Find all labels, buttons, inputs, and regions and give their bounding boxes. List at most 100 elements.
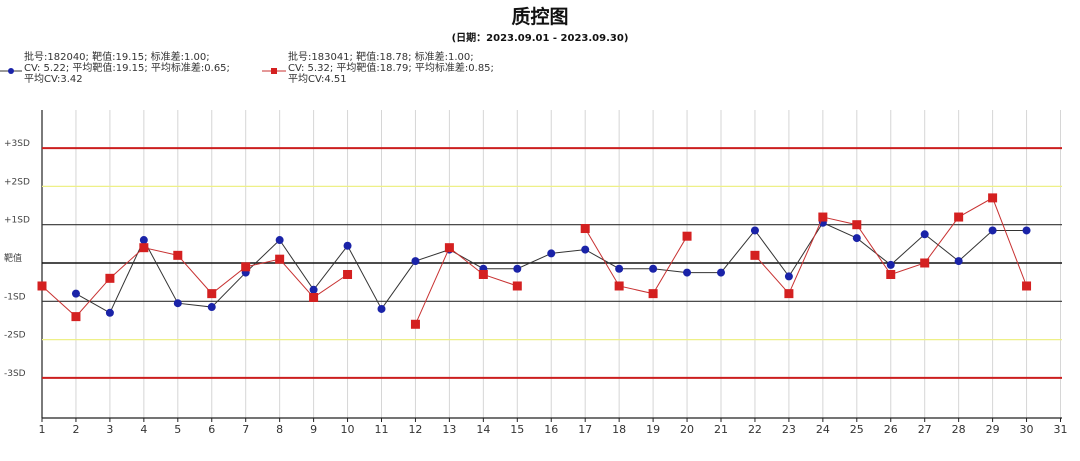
series-b-point — [784, 289, 794, 299]
series-b-point — [614, 281, 624, 291]
x-tick-label: 8 — [276, 423, 283, 436]
series-a-point — [275, 236, 284, 245]
series-b-point — [954, 212, 964, 222]
legend-series-a-line-2: CV: 5.22; 平均靶值:19.15; 平均标准差:0.65; — [24, 63, 230, 74]
series-a-point — [988, 226, 997, 235]
series-a-point — [920, 230, 929, 239]
sd-label: -1SD — [4, 292, 26, 302]
legend-series-a-line-1: 批号:182040; 靶值:19.15; 标准差:1.00; — [24, 52, 210, 63]
series-b-point — [173, 250, 183, 260]
series-a-point — [173, 299, 182, 308]
x-tick-label: 10 — [341, 423, 355, 436]
x-tick-label: 22 — [748, 423, 762, 436]
legend-series-a: 批号:182040; 靶值:19.15; 标准差:1.00; CV: 5.22;… — [24, 52, 230, 85]
sd-label: +1SD — [4, 216, 30, 226]
series-a-point — [1022, 226, 1031, 235]
x-tick-label: 30 — [1020, 423, 1034, 436]
x-tick-label: 7 — [242, 423, 249, 436]
series-b-point — [309, 292, 319, 302]
sd-label: +2SD — [4, 177, 30, 187]
x-tick-label: 11 — [375, 423, 389, 436]
series-a-point — [309, 285, 318, 294]
legend-marker-series-a — [0, 68, 22, 74]
series-b-point — [139, 243, 149, 253]
series-b-point — [444, 243, 454, 253]
chart-title: 质控图 — [511, 6, 569, 28]
series-a-point — [683, 268, 692, 277]
series-b-point — [410, 319, 420, 329]
series-a-point — [343, 241, 352, 250]
series-a-point — [411, 257, 420, 266]
x-tick-label: 26 — [884, 423, 898, 436]
x-tick-label: 23 — [782, 423, 796, 436]
legend-series-b-line-1: 批号:183041; 靶值:18.78; 标准差:1.00; — [288, 52, 474, 63]
series-b-point — [343, 269, 353, 279]
x-tick-label: 6 — [208, 423, 215, 436]
series-a-point — [954, 257, 963, 266]
series-a-point — [852, 234, 861, 243]
x-tick-label: 25 — [850, 423, 864, 436]
series-a-point — [581, 245, 590, 254]
legend-marker-series-b — [262, 68, 286, 74]
x-tick-label: 31 — [1054, 423, 1068, 436]
x-tick-label: 24 — [816, 423, 830, 436]
legend-series-a-line-3: 平均CV:3.42 — [24, 74, 83, 85]
x-tick-label: 29 — [986, 423, 1000, 436]
x-tick-label: 17 — [578, 423, 592, 436]
series-b-point — [105, 273, 115, 283]
chart-subtitle: (日期：2023.09.01 - 2023.09.30) — [451, 33, 629, 44]
x-tick-label: 15 — [510, 423, 524, 436]
series-b-point — [852, 220, 862, 230]
series-b-point — [750, 250, 760, 260]
series-a-point — [615, 264, 624, 273]
series-a-point — [547, 249, 556, 258]
legend-series-b-line-2: CV: 5.32; 平均靶值:18.79; 平均标准差:0.85; — [288, 63, 494, 74]
series-b-point — [682, 231, 692, 241]
sd-label: +3SD — [4, 139, 30, 149]
series-b-line — [41, 247, 348, 318]
series-a-point — [71, 289, 80, 298]
x-tick-label: 27 — [918, 423, 932, 436]
x-tick-label: 21 — [714, 423, 728, 436]
x-tick-label: 3 — [106, 423, 113, 436]
series-b-point — [1022, 281, 1032, 291]
x-tick-label: 19 — [646, 423, 660, 436]
series-b-point — [988, 193, 998, 203]
series-b-point — [241, 262, 251, 272]
series-a-point — [513, 264, 522, 273]
x-tick-label: 13 — [442, 423, 456, 436]
series-b-point — [207, 289, 217, 299]
sd-label: -3SD — [4, 369, 26, 379]
series-b-point — [818, 212, 828, 222]
series-b-point — [71, 312, 81, 322]
legend-series-b: 批号:183041; 靶值:18.78; 标准差:1.00; CV: 5.32;… — [288, 52, 494, 85]
x-tick-label: 5 — [174, 423, 181, 436]
series-b-point — [920, 258, 930, 268]
series-b-point — [512, 281, 522, 291]
x-tick-label: 28 — [952, 423, 966, 436]
x-tick-label: 20 — [680, 423, 694, 436]
sd-label: -2SD — [4, 331, 26, 341]
x-tick-label: 1 — [39, 423, 46, 436]
x-tick-label: 14 — [476, 423, 490, 436]
series-a-point — [717, 268, 725, 277]
series-b-point — [648, 289, 658, 299]
series-a-point — [207, 303, 216, 312]
series-a-point — [750, 226, 759, 235]
series-b-point — [886, 269, 896, 279]
series-a-point — [139, 236, 148, 245]
x-tick-label: 2 — [72, 423, 79, 436]
series-a-point — [784, 272, 793, 281]
x-tick-label: 16 — [544, 423, 558, 436]
series-b-point — [275, 254, 285, 264]
series-a-point — [377, 304, 386, 313]
series-b-point — [580, 224, 590, 234]
series-b-line — [414, 246, 518, 325]
x-tick-label: 4 — [140, 423, 147, 436]
x-tick-label: 12 — [408, 423, 422, 436]
legend-series-b-line-3: 平均CV:4.51 — [288, 74, 347, 85]
series-a-point — [649, 264, 658, 273]
series-b-point — [37, 281, 47, 291]
sd-label: 靶值 — [4, 252, 22, 264]
